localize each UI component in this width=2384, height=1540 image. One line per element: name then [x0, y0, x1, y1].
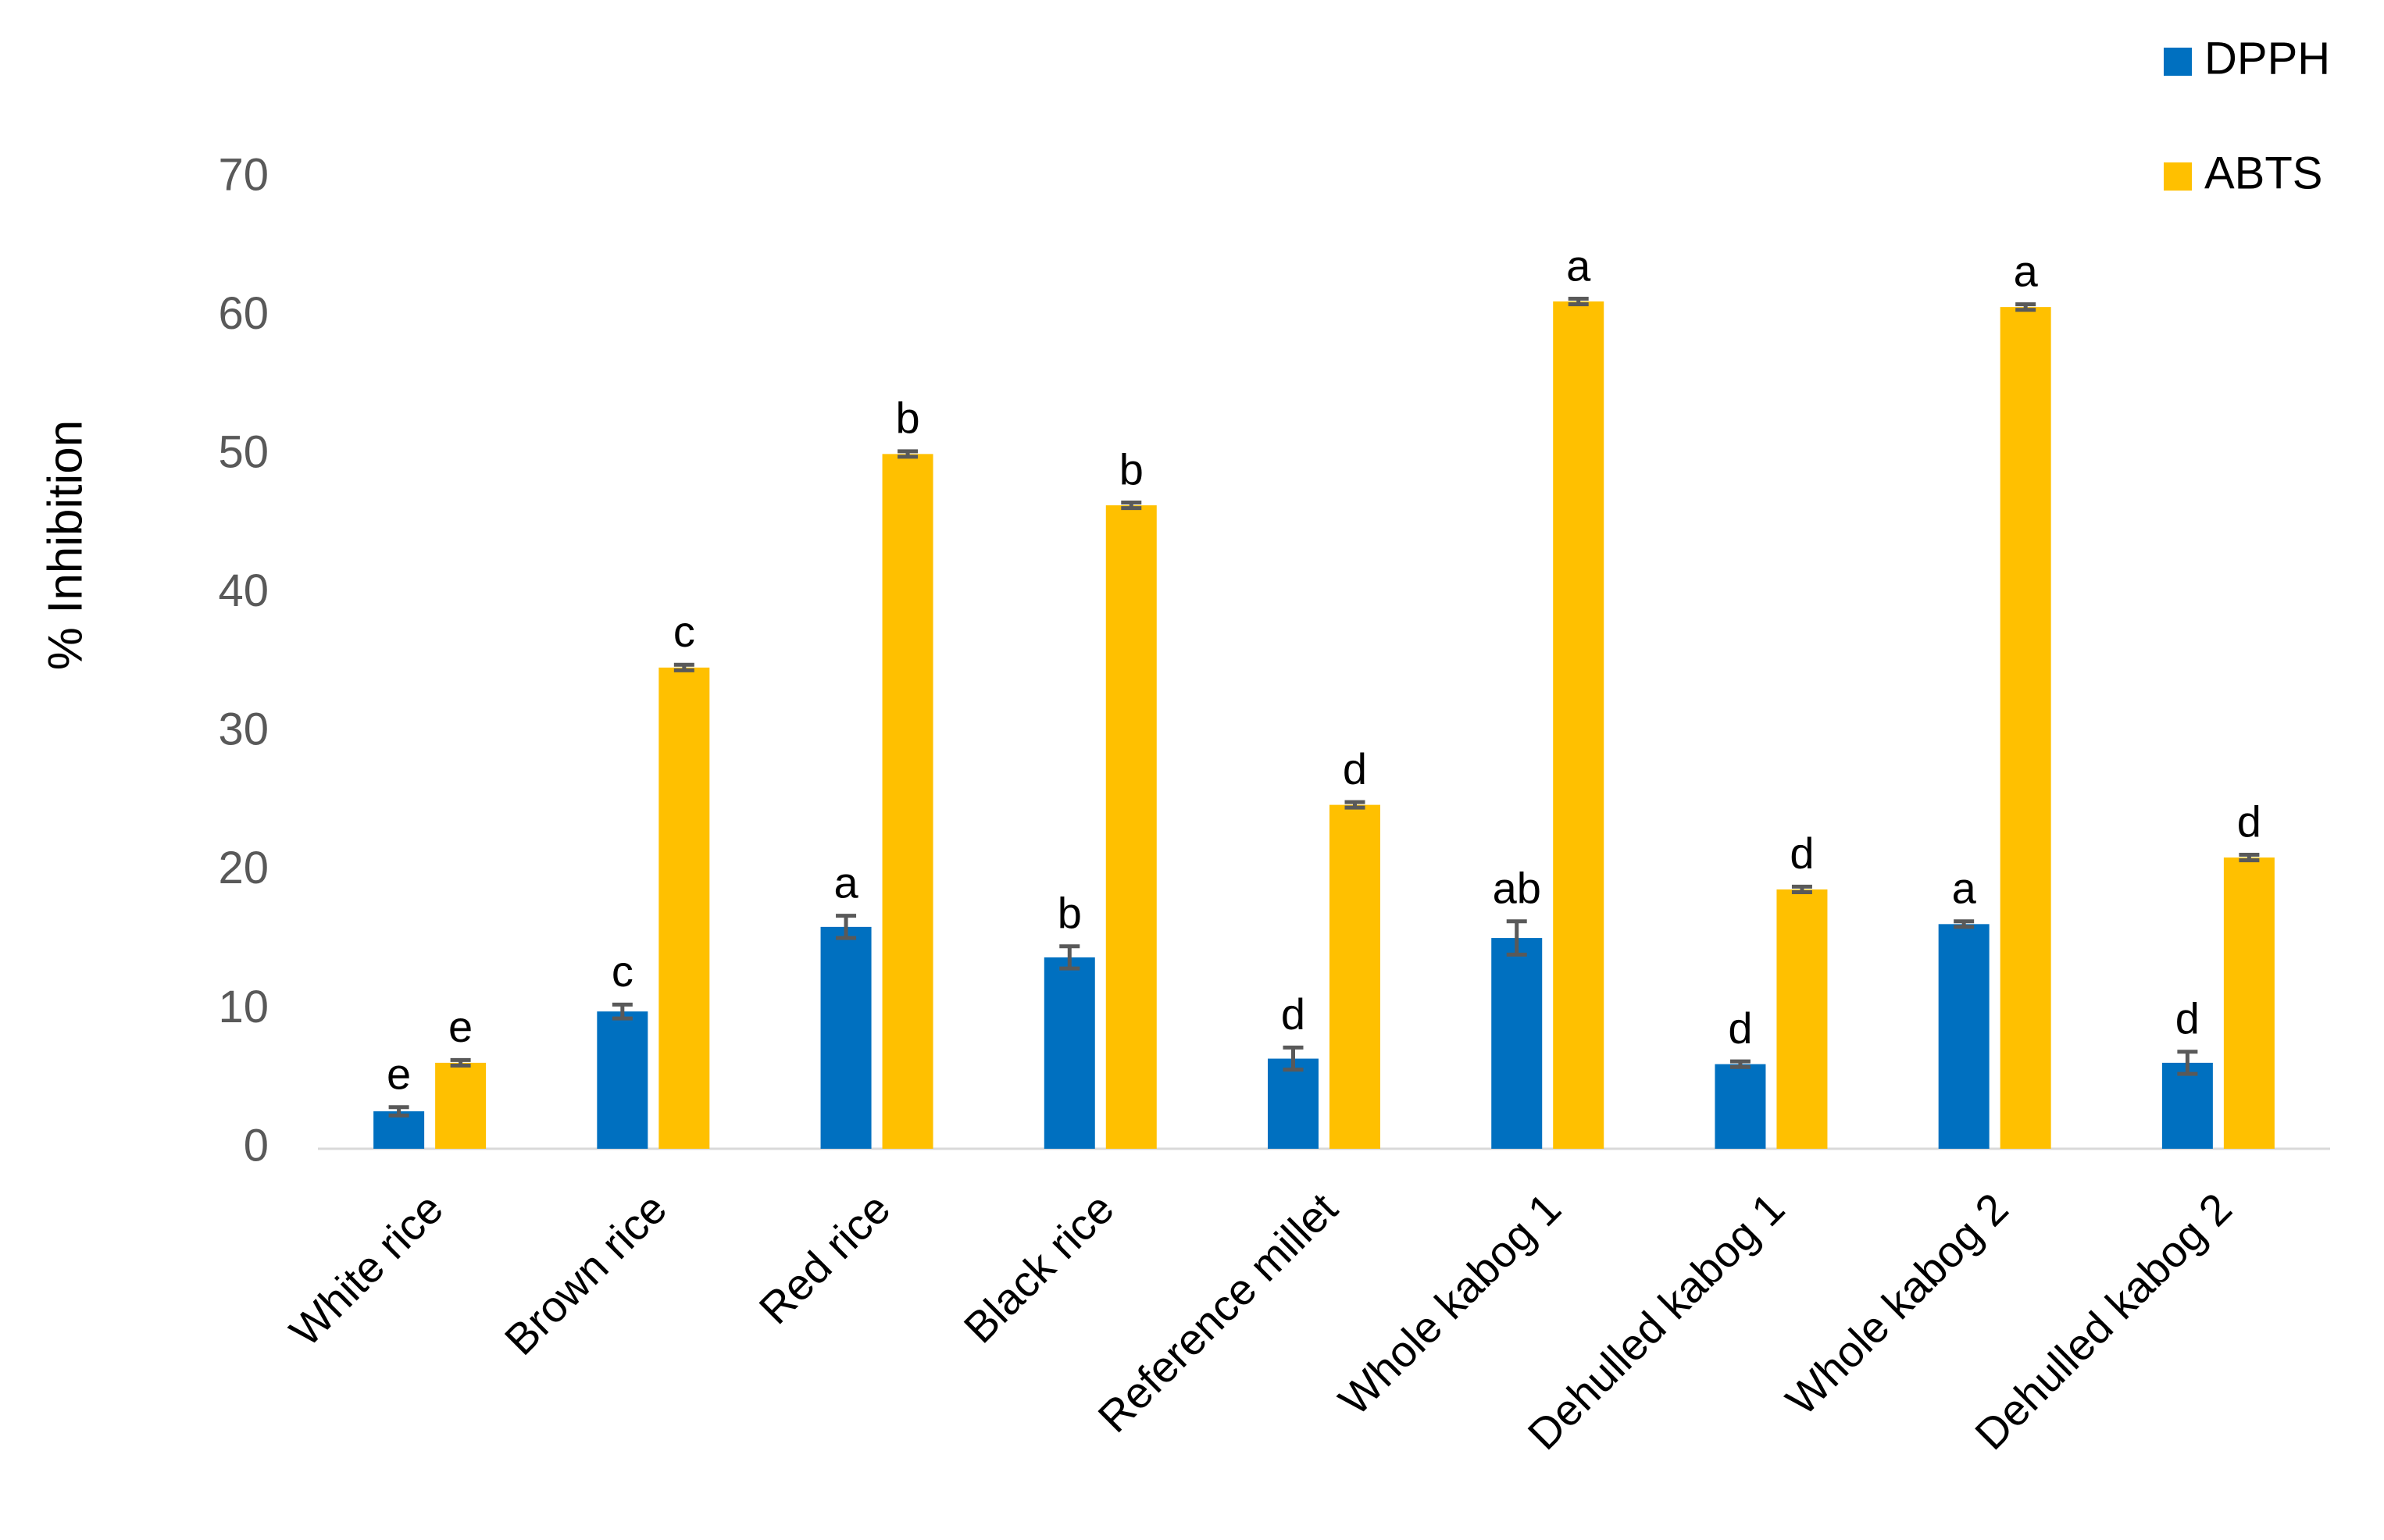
significance-label: b — [1119, 444, 1144, 494]
error-bar — [450, 1057, 471, 1068]
bar — [658, 667, 710, 1149]
bar — [597, 1011, 648, 1149]
bar — [1268, 1058, 1319, 1149]
significance-label: a — [1952, 864, 1977, 913]
error-bar — [2015, 302, 2036, 312]
error-bar — [1568, 296, 1589, 307]
significance-label: b — [1058, 889, 1082, 938]
y-tick-label: 50 — [218, 426, 269, 477]
bar — [2223, 857, 2275, 1149]
bar — [1491, 938, 1543, 1149]
bar — [1715, 1064, 1766, 1149]
significance-label: d — [1281, 989, 1305, 1039]
bar — [1776, 889, 1828, 1149]
y-tick-label: 0 — [244, 1120, 269, 1171]
y-axis-title: % Inhibition — [38, 420, 92, 671]
bar — [1938, 924, 1990, 1149]
significance-label: e — [387, 1050, 411, 1099]
significance-label: d — [1790, 829, 1814, 878]
x-tick-label: White rice — [280, 1183, 452, 1356]
bar — [820, 926, 872, 1149]
bar — [1553, 301, 1604, 1149]
bar — [2000, 307, 2051, 1150]
error-bar — [2239, 853, 2260, 863]
bar — [373, 1111, 425, 1149]
bar — [435, 1062, 487, 1149]
bar — [1105, 505, 1157, 1149]
legend-label: DPPH — [2204, 33, 2330, 84]
legend-swatch — [2164, 48, 2192, 76]
error-bar — [388, 1105, 409, 1118]
x-tick-label: Whole kabog 2 — [1776, 1183, 2018, 1424]
significance-label: c — [673, 607, 695, 656]
x-tick-label: Brown rice — [495, 1183, 676, 1364]
x-tick-label: Red rice — [750, 1183, 900, 1333]
x-tick-label: Black rice — [955, 1183, 1123, 1352]
significance-label: a — [833, 857, 858, 907]
legend-label: ABTS — [2204, 148, 2323, 198]
error-bar — [1954, 919, 1975, 929]
error-bar — [1791, 884, 1812, 894]
error-bar — [2177, 1050, 2198, 1076]
y-tick-label: 40 — [218, 565, 269, 616]
error-bar — [898, 449, 919, 459]
error-bar — [1121, 501, 1142, 511]
bar — [882, 454, 933, 1149]
y-tick-label: 30 — [218, 704, 269, 755]
significance-label: d — [2175, 993, 2200, 1043]
significance-label: e — [448, 1002, 473, 1051]
error-bar — [1506, 919, 1527, 957]
bar — [1329, 804, 1380, 1149]
legend-swatch — [2164, 162, 2192, 191]
error-bar — [1059, 944, 1080, 971]
error-bar — [836, 914, 857, 940]
y-tick-label: 60 — [218, 288, 269, 339]
bar — [1044, 957, 1095, 1149]
significance-label: d — [1728, 1003, 1752, 1053]
x-tick-label: Whole kabog 1 — [1329, 1183, 1570, 1424]
error-bar — [1344, 800, 1365, 810]
error-bar — [1729, 1059, 1751, 1069]
significance-label: c — [612, 946, 633, 996]
y-tick-label: 10 — [218, 982, 269, 1032]
error-bar — [673, 662, 694, 672]
significance-label: ab — [1493, 864, 1541, 913]
significance-label: d — [1343, 744, 1367, 793]
bar — [2161, 1062, 2213, 1149]
error-bar — [612, 1002, 633, 1021]
significance-label: d — [2237, 797, 2261, 846]
y-tick-label: 20 — [218, 843, 269, 893]
y-tick-label: 70 — [218, 149, 269, 200]
significance-label: a — [1566, 241, 1591, 290]
x-tick-label: Reference millet — [1088, 1183, 1347, 1442]
error-bar — [1283, 1045, 1304, 1072]
significance-label: a — [2014, 246, 2039, 295]
significance-label: b — [895, 394, 919, 443]
